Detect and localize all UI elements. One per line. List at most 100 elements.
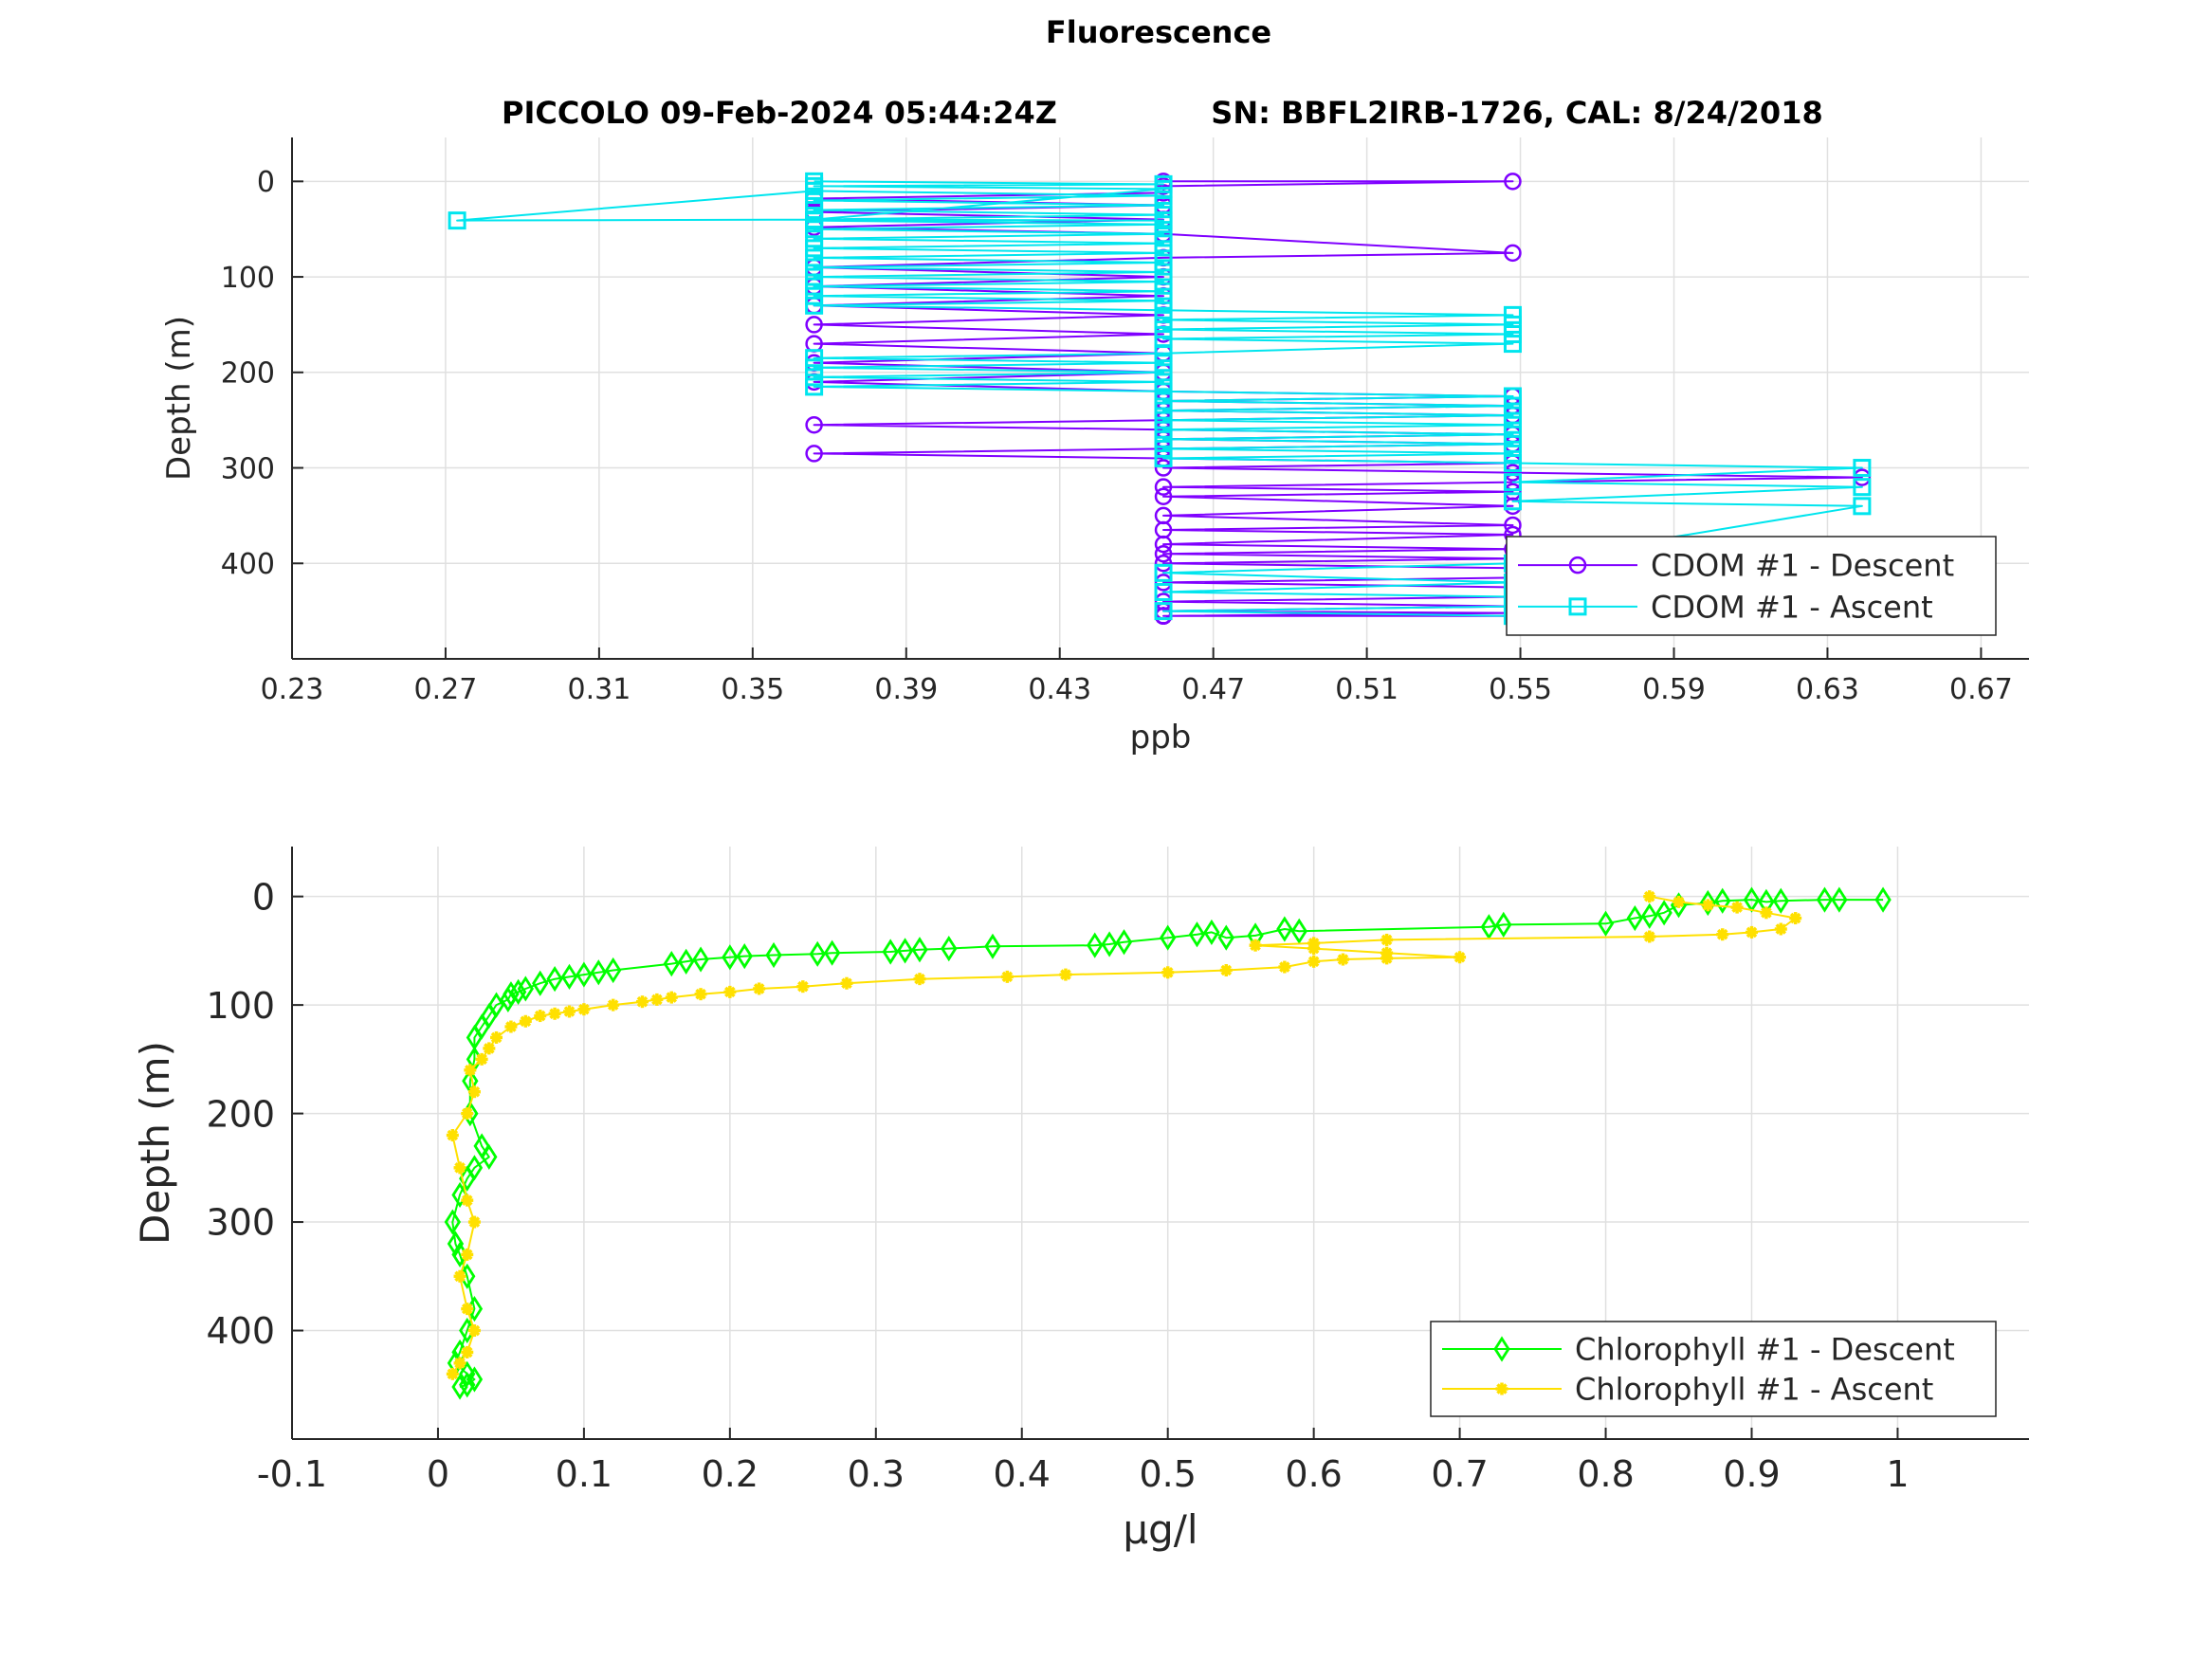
chlorophyll-series-1-point-8 bbox=[461, 1194, 474, 1207]
cdom-series-1-point-34 bbox=[1154, 354, 1173, 373]
chlorophyll-series-0-point-29 bbox=[882, 939, 899, 965]
chlorophyll-series-0-point-36 bbox=[678, 948, 695, 975]
figure-title: Fluorescence bbox=[1046, 14, 1271, 50]
chlorophyll-series-0-point-69 bbox=[466, 1366, 484, 1393]
chlorophyll-series-1-point-50 bbox=[1774, 922, 1787, 936]
chlorophyll-series-1-point-15 bbox=[483, 1042, 496, 1055]
chlorophyll-series-1-point-16 bbox=[490, 1030, 503, 1044]
chlorophyll-series-1-point-27 bbox=[694, 988, 707, 1001]
cdom-series-0-point-45 bbox=[1154, 478, 1173, 496]
chlorophyll-series-0-point-21 bbox=[1160, 924, 1177, 951]
chlorophyll-series-0-point-71 bbox=[451, 1374, 468, 1400]
chlorophyll-xlabel: μg/l bbox=[1123, 1506, 1197, 1553]
cdom-series-1-point-51 bbox=[805, 267, 824, 286]
cdom-series-1-point-77 bbox=[805, 172, 824, 191]
chlorophyll-series-1-point-2 bbox=[461, 1345, 474, 1358]
chlorophyll-series-1-point-48 bbox=[1716, 928, 1729, 941]
cdom-series-1-point-13 bbox=[1503, 453, 1522, 472]
cdom-series-1-point-57 bbox=[805, 239, 824, 258]
cdom-ylabel: Depth (m) bbox=[160, 316, 198, 481]
cdom-ytick-label-3: 300 bbox=[221, 452, 275, 485]
cdom-series-1-point-76 bbox=[1154, 174, 1173, 193]
cdom-series-1-point-33 bbox=[805, 358, 824, 377]
chlorophyll-ytick-label-2: 200 bbox=[206, 1093, 275, 1135]
chlorophyll-series-0-point-11 bbox=[1626, 904, 1643, 932]
chlorophyll-series-1-point-53 bbox=[1730, 901, 1744, 914]
cdom-xtick-label-5: 0.43 bbox=[1028, 673, 1091, 706]
cdom-series-1-point-31 bbox=[805, 368, 824, 387]
cdom-series-1-point-22 bbox=[1154, 410, 1173, 429]
chlorophyll-series-1-point-54 bbox=[1701, 899, 1714, 912]
chlorophyll-series-1-point-32 bbox=[913, 973, 926, 986]
cdom-series-1-point-48 bbox=[1154, 282, 1173, 301]
cdom-series-1-point-38 bbox=[1154, 330, 1173, 349]
chlorophyll-xtick-label-8: 0.7 bbox=[1431, 1453, 1488, 1495]
chlorophyll-series-0-point-34 bbox=[722, 944, 739, 971]
cdom-series-1-point-73 bbox=[805, 210, 824, 229]
chlorophyll-legend-label-0: Chlorophyll #1 - Descent bbox=[1575, 1332, 1955, 1368]
chlorophyll-series-0-point-37 bbox=[663, 951, 680, 977]
chlorophyll-xtick-label-2: 0.1 bbox=[556, 1453, 612, 1495]
chlorophyll-series-1-point-23 bbox=[607, 998, 620, 1012]
cdom-series-1-point-6 bbox=[1154, 563, 1173, 582]
chlorophyll-ylabel: Depth (m) bbox=[132, 1041, 178, 1245]
cdom-series-1-point-39 bbox=[1503, 325, 1522, 344]
chlorophyll-series-0-point-23 bbox=[1101, 931, 1118, 957]
chlorophyll-series-1-point-4 bbox=[461, 1303, 474, 1316]
chlorophyll-series-1-point-24 bbox=[635, 995, 649, 1009]
chlorophyll-xtick-label-3: 0.2 bbox=[702, 1453, 759, 1495]
cdom-legend-marker-0-point-0 bbox=[1568, 556, 1587, 574]
cdom-series-1-point-18 bbox=[1154, 429, 1173, 448]
chlorophyll-series-0-point-28 bbox=[896, 938, 914, 964]
cdom-series-1-point-14 bbox=[1154, 448, 1173, 467]
cdom-series-1-point-8 bbox=[1853, 497, 1872, 516]
cdom-xlabel: ppb bbox=[1130, 719, 1192, 757]
figure-subtitle-right: SN: BBFL2IRB-1726, CAL: 8/24/2018 bbox=[1211, 95, 1822, 131]
chlorophyll-series-0-point-30 bbox=[823, 939, 841, 966]
cdom-series-1-point-72 bbox=[448, 211, 466, 230]
cdom-series-1-point-4 bbox=[1154, 582, 1173, 601]
cdom-series-1-point-26 bbox=[1154, 392, 1173, 410]
chlorophyll-series-1-point-6 bbox=[461, 1248, 474, 1261]
cdom-series-1-point-54 bbox=[1154, 253, 1173, 272]
cdom-series-0-point-38 bbox=[805, 445, 823, 463]
chlorophyll-series-1-point-3 bbox=[467, 1324, 481, 1338]
cdom-legend-label-1: CDOM #1 - Ascent bbox=[1651, 589, 1933, 625]
chlorophyll-series-1-point-10 bbox=[446, 1128, 459, 1141]
chlorophyll-series-0-point-41 bbox=[560, 963, 578, 990]
cdom-series-1-point-40 bbox=[1154, 319, 1173, 338]
cdom-series-1-point-15 bbox=[1503, 444, 1522, 463]
chlorophyll-series-1-point-46 bbox=[1380, 933, 1394, 946]
cdom-series-0-point-43 bbox=[1853, 468, 1872, 486]
cdom-series-1-point-47 bbox=[805, 286, 824, 305]
cdom-series-1-point-17 bbox=[1503, 434, 1522, 453]
cdom-series-1-point-1 bbox=[1154, 602, 1173, 621]
cdom-ytick-label-4: 400 bbox=[221, 548, 275, 581]
cdom-series-1-point-20 bbox=[1154, 420, 1173, 439]
cdom-series-1-point-23 bbox=[1503, 406, 1522, 425]
chlorophyll-series-0-point-15 bbox=[1290, 918, 1307, 944]
chlorophyll-series-1-point-35 bbox=[1161, 966, 1175, 979]
chlorophyll-series-1-point-7 bbox=[467, 1215, 481, 1229]
chlorophyll-series-1-point-38 bbox=[1307, 955, 1321, 968]
cdom-axes: 0.23 0.27 0.31 0.35 0.39 0.43 0.47 0.51 0.55 0.59… bbox=[160, 137, 2029, 757]
chlorophyll-series-0-point-20 bbox=[1188, 921, 1206, 948]
chlorophyll-series-1-point-0 bbox=[446, 1367, 459, 1380]
chlorophyll-series-0-point-39 bbox=[590, 959, 607, 986]
cdom-series-0-point-53 bbox=[1154, 535, 1173, 554]
cdom-series-1-point-56 bbox=[1154, 244, 1173, 263]
cdom-series-1-point-28 bbox=[1154, 382, 1173, 401]
cdom-series-1-point-25 bbox=[1503, 396, 1522, 415]
cdom-series-1-point-32 bbox=[1154, 363, 1173, 382]
chlorophyll-series-0-point-26 bbox=[941, 935, 958, 962]
chlorophyll-series-0-point-14 bbox=[1480, 914, 1498, 940]
chlorophyll-series-0-point-31 bbox=[809, 940, 826, 967]
chlorophyll-series-0-point-38 bbox=[605, 957, 622, 984]
cdom-series-0-point-32 bbox=[805, 415, 823, 434]
cdom-series-1-point-30 bbox=[1154, 373, 1173, 392]
cdom-series-1-point-44 bbox=[1154, 301, 1173, 319]
cdom-ytick-label-2: 200 bbox=[221, 357, 275, 391]
cdom-xtick-label-7: 0.51 bbox=[1335, 673, 1398, 706]
chlorophyll-series-1-point-41 bbox=[1453, 951, 1467, 964]
chlorophyll-series-0-point-7 bbox=[1699, 889, 1716, 917]
